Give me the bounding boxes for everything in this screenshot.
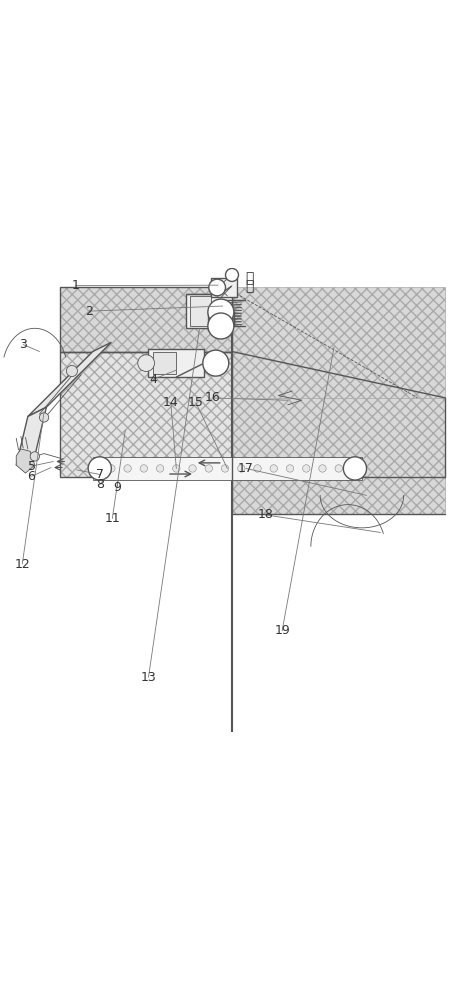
Circle shape [343,457,366,480]
Bar [232,287,444,398]
Bar [93,457,361,480]
Circle shape [124,465,131,472]
Circle shape [253,465,261,472]
Bar [232,398,444,514]
Circle shape [30,452,39,461]
Text: 19: 19 [274,624,289,637]
Text: 地: 地 [245,271,253,285]
Text: 1: 1 [72,279,79,292]
Bar [153,352,176,374]
Text: 2: 2 [85,305,93,318]
Text: 13: 13 [140,671,156,684]
Circle shape [138,355,154,371]
Text: 15: 15 [188,396,203,409]
Polygon shape [16,407,46,465]
Circle shape [88,457,111,480]
Circle shape [207,313,233,339]
Circle shape [207,299,233,325]
Text: 面: 面 [245,280,253,294]
Text: 8: 8 [95,478,104,491]
Circle shape [172,465,180,472]
Bar [148,349,204,377]
Text: 14: 14 [163,396,178,409]
Circle shape [39,413,49,422]
Polygon shape [28,342,111,416]
Text: 7: 7 [95,468,104,481]
Circle shape [140,465,147,472]
Text: 5: 5 [27,460,36,473]
Text: 9: 9 [113,481,120,494]
Circle shape [188,465,196,472]
Bar [190,296,211,326]
Text: 4: 4 [149,373,156,386]
Bar [60,287,232,352]
Circle shape [225,268,238,281]
Circle shape [221,465,228,472]
Bar [211,278,236,297]
Bar [60,352,232,477]
Circle shape [302,465,309,472]
Text: 11: 11 [104,512,120,525]
Circle shape [107,465,115,472]
Circle shape [334,465,342,472]
Circle shape [208,279,225,296]
Text: 16: 16 [204,391,220,404]
Text: 18: 18 [257,508,273,521]
Circle shape [269,465,277,472]
Circle shape [66,365,77,377]
Circle shape [286,465,293,472]
Text: 6: 6 [28,470,35,483]
Text: 12: 12 [14,558,30,571]
Circle shape [205,465,212,472]
Text: 3: 3 [19,338,27,351]
Circle shape [156,465,163,472]
Text: 17: 17 [238,462,253,475]
Circle shape [318,465,325,472]
Bar [185,294,232,328]
Circle shape [202,350,228,376]
Circle shape [237,465,244,472]
Polygon shape [16,449,35,473]
